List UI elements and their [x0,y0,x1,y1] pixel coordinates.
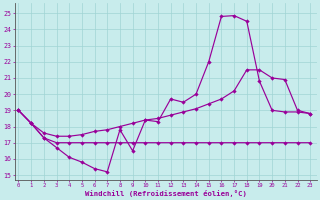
X-axis label: Windchill (Refroidissement éolien,°C): Windchill (Refroidissement éolien,°C) [85,190,246,197]
